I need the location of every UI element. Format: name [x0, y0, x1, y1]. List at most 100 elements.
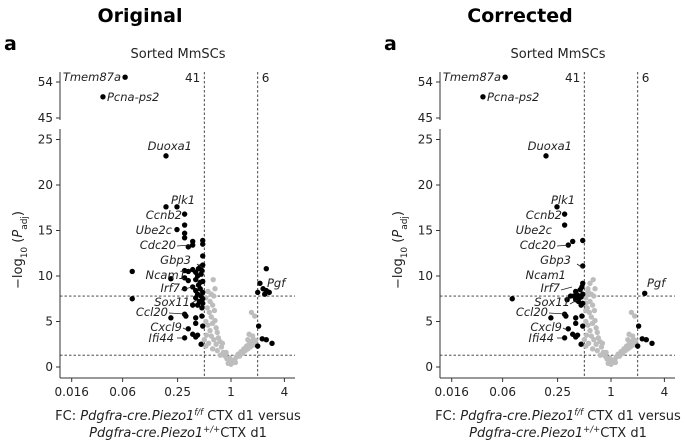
nonsignificant-point: [585, 322, 591, 328]
x-tick-label: 0.06: [109, 385, 136, 399]
x-axis-label-part: Pdgfra-cre.Piezo1: [80, 409, 194, 424]
significant-point: [565, 326, 571, 332]
y-tick-label: 45: [418, 111, 433, 125]
significant-point: [200, 323, 206, 329]
y-tick-label: 54: [38, 75, 53, 89]
nonsignificant-point: [583, 343, 589, 349]
significant-point: [198, 341, 204, 347]
gene-label: Ube2c: [136, 223, 173, 237]
significant-point: [262, 291, 268, 297]
nonsignificant-point: [213, 341, 219, 347]
gene-label: Ifi44: [149, 331, 174, 345]
significant-point: [561, 211, 568, 217]
gene-label: Cxcl9: [150, 320, 182, 334]
nonsignificant-point: [214, 329, 220, 336]
x-axis-label-line1: FC: Pdgfra-cre.Piezo1f/f CTX d1 versus: [435, 408, 681, 424]
significant-point: [561, 335, 568, 341]
y-tick-label: 15: [418, 224, 433, 238]
down-count: 41: [565, 71, 580, 85]
y-axis-label-part: ): [391, 211, 406, 216]
nonsignificant-point: [209, 302, 216, 308]
y-axis-label-part: adj: [20, 216, 30, 230]
label-leader-line: [176, 244, 191, 247]
y-tick-label: 25: [418, 133, 433, 147]
significant-point: [580, 237, 586, 244]
x-axis-label-part: CTX d1 versus: [203, 409, 301, 424]
x-axis-label-part: FC:: [55, 409, 80, 424]
significant-point: [185, 277, 191, 284]
chart-title: Sorted MmSCs: [130, 47, 225, 62]
significant-point: [502, 74, 508, 80]
significant-point: [181, 230, 188, 236]
nonsignificant-point: [591, 307, 598, 314]
significant-point: [548, 315, 554, 321]
y-axis-label-part: 10: [20, 247, 30, 259]
nonsignificant-point: [593, 325, 599, 331]
chart-title: Sorted MmSCs: [510, 47, 605, 62]
nonsignificant-point: [209, 346, 216, 352]
nonsignificant-point: [587, 327, 593, 334]
significant-point: [255, 343, 261, 349]
panel-letter: a: [384, 33, 397, 55]
y-axis-label: −log10 (Padj): [391, 211, 410, 289]
y-tick-label: 10: [418, 269, 433, 283]
x-axis-label-line2: Pdgfra-cre.Piezo1+/+CTX d1: [89, 425, 267, 441]
significant-point: [543, 153, 549, 159]
volcano-panel-1: a Sorted MmSCs 45 54 0 5 10 15 20 25 0.016 0.06 0.25…: [4, 33, 301, 441]
gene-label: Tmem87a: [443, 70, 501, 84]
x-axis-label-part: +/+: [583, 425, 600, 435]
volcano-panel-2: a Sorted MmSCs 45 54 0 5 10 15 20 25 0.016 0.06 0.25…: [384, 33, 681, 441]
significant-point: [200, 241, 206, 247]
significant-point: [200, 253, 206, 259]
y-axis-label-part: −log: [11, 258, 26, 289]
y-axis-label: −log10 (Padj): [11, 211, 30, 289]
nonsignificant-point: [594, 347, 600, 354]
y-axis-label-part: 10: [400, 247, 410, 259]
significant-point: [168, 276, 174, 282]
up-count: 6: [262, 71, 270, 85]
significant-point: [643, 337, 649, 343]
significant-point: [194, 302, 201, 308]
y-axis-label-part: adj: [400, 216, 410, 230]
gene-label: Sox11: [154, 295, 190, 309]
y-tick-label: 10: [38, 269, 53, 283]
significant-point: [257, 280, 263, 286]
nonsignificant-point: [607, 355, 613, 361]
significant-point: [163, 153, 169, 159]
x-tick-label: 0.25: [544, 385, 571, 399]
gene-label: Tmem87a: [63, 70, 121, 84]
x-axis-label-line1: FC: Pdgfra-cre.Piezo1f/f CTX d1 versus: [55, 408, 301, 424]
significant-point: [263, 266, 269, 272]
nonsignificant-point: [219, 340, 226, 347]
x-axis-label-part: f/f: [194, 408, 205, 418]
gene-label: Ifi44: [529, 331, 554, 345]
nonsignificant-point: [589, 346, 596, 352]
gene-label: Ncam1: [526, 268, 567, 282]
significant-point: [193, 320, 199, 327]
label-leader-line: [168, 312, 186, 315]
x-axis-label-part: Pdgfra-cre.Piezo1: [89, 426, 203, 441]
nonsignificant-point: [251, 313, 258, 319]
nonsignificant-point: [210, 276, 216, 283]
significant-point: [642, 290, 648, 296]
significant-point: [580, 323, 586, 329]
significant-point: [263, 337, 269, 343]
y-axis-label-part: (: [391, 238, 406, 247]
gene-label: Pcna-ps2: [107, 90, 159, 104]
x-tick-label: 1: [227, 385, 235, 399]
nonsignificant-point: [588, 314, 595, 320]
nonsignificant-point: [629, 333, 636, 339]
nonsignificant-point: [588, 291, 595, 297]
significant-point: [174, 226, 180, 233]
nonsignificant-point: [599, 340, 606, 347]
significant-point: [573, 320, 579, 327]
significant-point: [185, 268, 191, 275]
gene-label: Cxcl9: [530, 320, 562, 334]
significant-point: [181, 335, 188, 341]
gene-label: Plk1: [551, 193, 575, 207]
nonsignificant-point: [592, 317, 598, 324]
nonsignificant-point: [589, 302, 596, 308]
significant-point: [193, 295, 199, 301]
label-leader-line: [576, 263, 584, 269]
significant-point: [564, 296, 570, 303]
